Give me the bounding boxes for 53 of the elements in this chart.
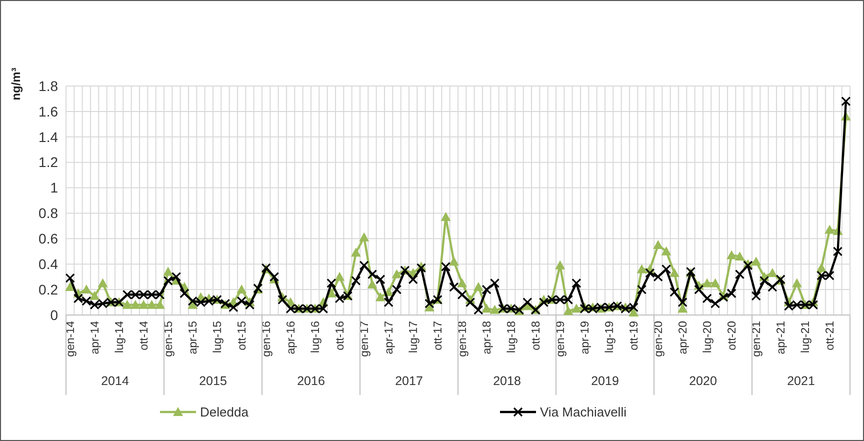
x-tick-label: gen-18 xyxy=(457,321,470,357)
x-tick-label: apr-14 xyxy=(90,320,102,354)
y-tick-label: 0.2 xyxy=(38,281,58,298)
text: 2016 xyxy=(297,374,325,388)
x-tick-label: ott-16 xyxy=(334,321,347,350)
legend-label: Deledda xyxy=(200,404,250,420)
x-tick-label: lug-20 xyxy=(702,321,714,353)
x-tick-label: lug-17 xyxy=(408,321,420,353)
x-tick-label: apr-16 xyxy=(286,321,298,354)
x-tick-label: ott-18 xyxy=(530,321,543,350)
x-tick-label: gen-20 xyxy=(653,321,666,357)
y-tick-label: 0.4 xyxy=(38,256,58,272)
x-tick-label: lug-18 xyxy=(506,321,518,353)
text: 2015 xyxy=(199,374,227,388)
x-tick-label: apr-17 xyxy=(384,321,396,354)
legend-label: Via Machiavelli xyxy=(540,404,627,420)
y-axis-title: ng/m³ xyxy=(9,68,23,100)
y-tick-label: 0.8 xyxy=(38,205,58,222)
x-tick-label: lug-21 xyxy=(800,321,812,353)
y-tick-label: 0 xyxy=(50,306,58,323)
x-tick-label: ott-15 xyxy=(236,321,249,350)
text: 2021 xyxy=(787,374,815,388)
x-tick-label: gen-15 xyxy=(163,321,176,357)
y-tick-label: 1 xyxy=(50,180,58,196)
y-tick-label: 1.4 xyxy=(38,128,58,145)
text: 2019 xyxy=(591,374,619,388)
x-tick-label: gen-16 xyxy=(261,321,274,357)
x-tick-label: lug-15 xyxy=(212,321,224,353)
x-tick-label: lug-16 xyxy=(310,321,322,353)
x-tick-label: apr-18 xyxy=(482,321,494,354)
x-tick-label: gen-17 xyxy=(359,321,372,357)
x-tick-label: lug-19 xyxy=(604,321,616,353)
x-tick-label: apr-20 xyxy=(678,321,690,354)
x-tick-label: ott-19 xyxy=(628,321,641,350)
y-tick-label: 0.6 xyxy=(38,230,58,247)
x-tick-label: apr-21 xyxy=(776,321,788,354)
text: 2017 xyxy=(395,374,423,388)
x-tick-label: gen-19 xyxy=(555,321,568,357)
x-tick-label: apr-19 xyxy=(580,321,592,354)
y-tick-label: 1.8 xyxy=(38,78,58,94)
x-tick-label: ott-21 xyxy=(824,321,837,350)
x-tick-label: ott-17 xyxy=(432,321,445,350)
text: 2018 xyxy=(493,374,521,388)
x-tick-label: ott-20 xyxy=(726,321,739,350)
x-tick-label: gen-21 xyxy=(751,321,764,357)
x-tick-label: gen-14 xyxy=(65,320,78,357)
y-tick-label: 1.2 xyxy=(38,154,58,170)
y-tick-label: 1.6 xyxy=(38,103,58,120)
x-tick-label: apr-15 xyxy=(188,321,200,354)
text: 2020 xyxy=(689,374,717,388)
text: 2014 xyxy=(101,374,129,388)
x-tick-label: ott-14 xyxy=(138,320,151,350)
x-tick-label: lug-14 xyxy=(114,320,126,353)
